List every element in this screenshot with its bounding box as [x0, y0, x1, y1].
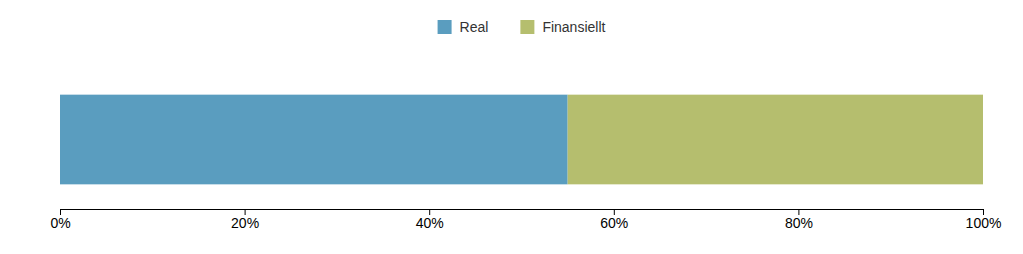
legend: Real Finansiellt — [438, 19, 606, 35]
bars — [60, 95, 983, 185]
x-tick-label: 20% — [231, 215, 259, 231]
legend-swatch — [438, 20, 452, 34]
x-axis: 0% 20% 40% 60% 80% 100% — [50, 209, 1001, 231]
legend-item: Real — [438, 19, 489, 35]
bar-segment — [568, 95, 983, 185]
legend-item: Finansiellt — [520, 19, 605, 35]
legend-label: Finansiellt — [542, 19, 605, 35]
chart: 0% 20% 40% 60% 80% 100% Real Finansiellt — [0, 0, 1023, 254]
x-tick-label: 100% — [966, 215, 1002, 231]
x-tick-label: 60% — [600, 215, 628, 231]
x-tick: 80% — [785, 209, 813, 231]
x-axis-line — [61, 210, 984, 216]
legend-label: Real — [460, 19, 489, 35]
x-tick: 20% — [231, 209, 259, 231]
plot: 0% 20% 40% 60% 80% 100% — [50, 95, 1001, 231]
x-tick-label: 0% — [50, 215, 70, 231]
bar-segment — [60, 95, 568, 185]
legend-swatch — [520, 20, 534, 34]
x-tick: 100% — [966, 209, 1002, 231]
x-tick: 0% — [50, 209, 70, 231]
x-tick: 60% — [600, 209, 628, 231]
x-tick-label: 80% — [785, 215, 813, 231]
x-tick: 40% — [416, 209, 444, 231]
x-tick-label: 40% — [416, 215, 444, 231]
